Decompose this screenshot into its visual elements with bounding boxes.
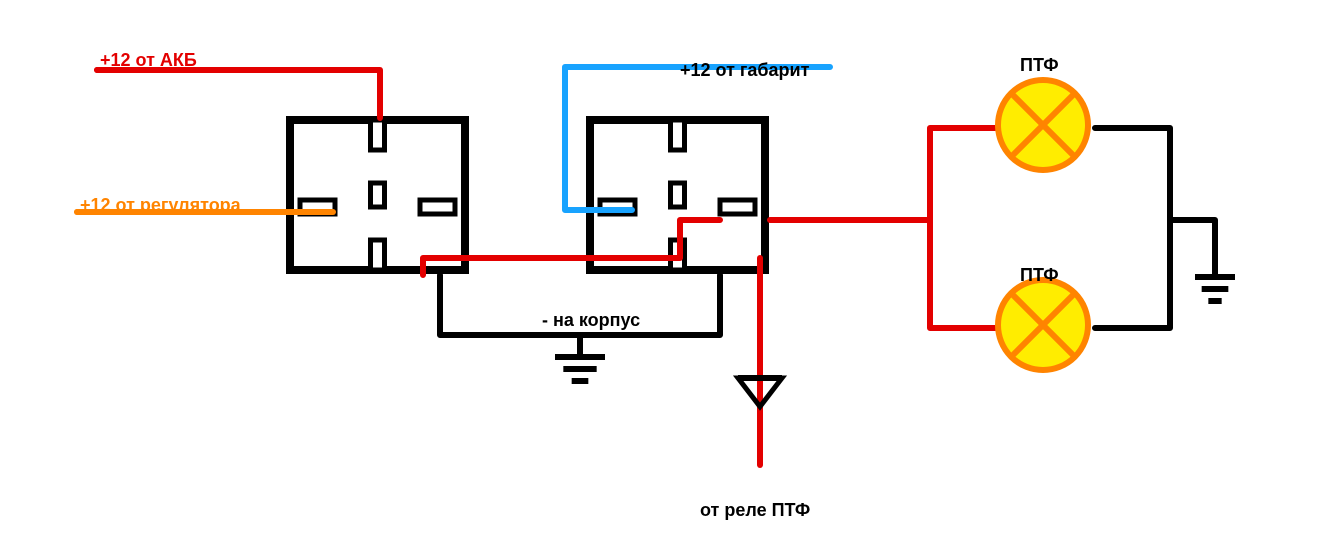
label-gabarit: +12 от габарит [680,60,809,81]
label-ptf-top: ПТФ [1020,55,1059,76]
label-korpus: - на корпус [542,310,640,331]
wiring-diagram [0,0,1338,550]
label-rele-ptf: от реле ПТФ [700,500,810,521]
label-akb: +12 от АКБ [100,50,197,71]
label-ptf-bot: ПТФ [1020,265,1059,286]
label-regulator: +12 от регулятора [80,195,241,216]
